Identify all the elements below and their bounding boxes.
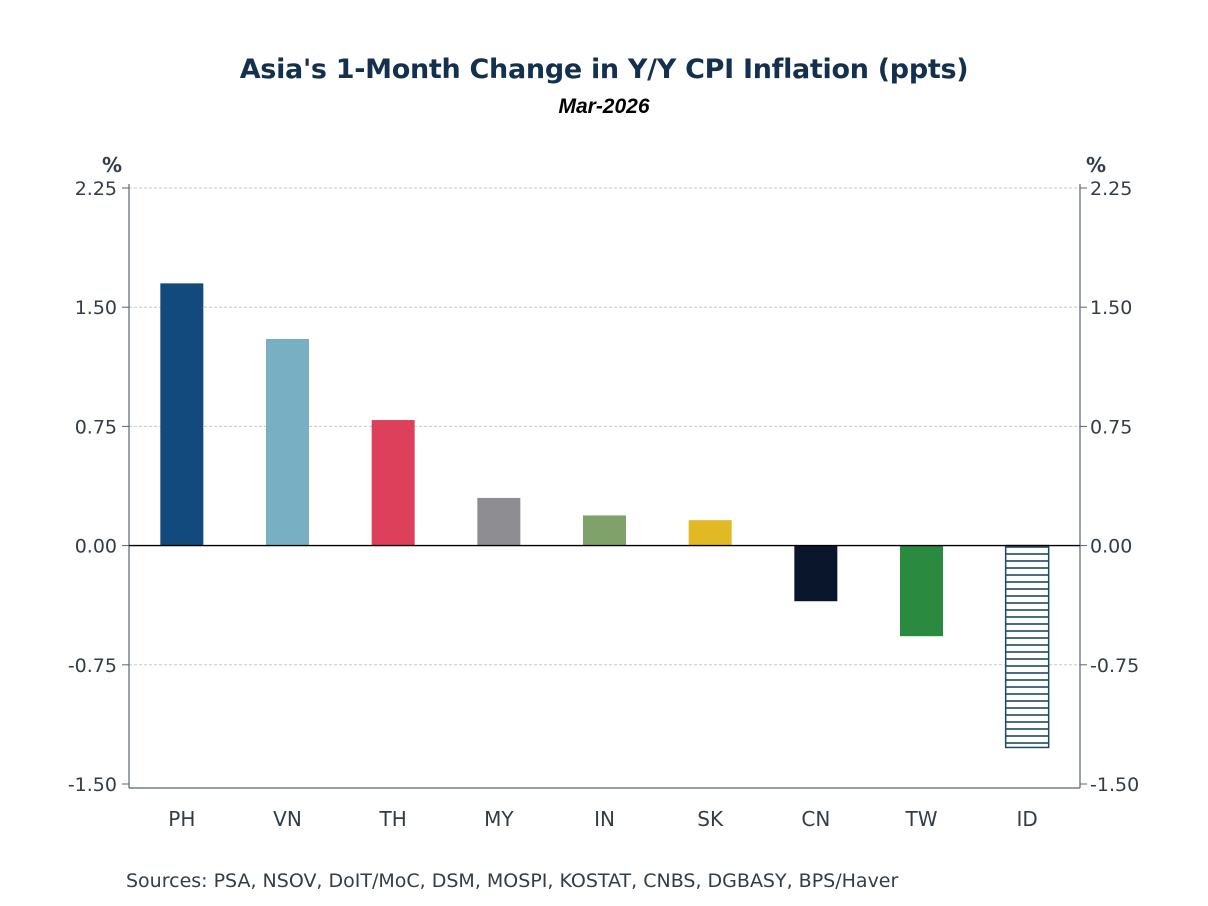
left-tick-label: -0.75 xyxy=(68,655,117,677)
bar-vn xyxy=(266,338,309,546)
bar-in xyxy=(583,515,626,546)
right-tick-label: 1.50 xyxy=(1090,297,1132,319)
right-tick-label: 2.25 xyxy=(1090,178,1132,200)
right-tick-label: 0.00 xyxy=(1090,536,1132,558)
bar-tw xyxy=(900,545,943,637)
left-tick-label: 2.25 xyxy=(75,178,117,200)
category-label: MY xyxy=(484,807,514,831)
axes xyxy=(122,184,1087,789)
gridlines xyxy=(129,187,1080,666)
category-label: TW xyxy=(905,807,938,831)
left-tick-label: 1.50 xyxy=(75,297,117,319)
bar-my xyxy=(477,497,521,546)
right-tick-label: -1.50 xyxy=(1090,774,1139,796)
source-note: Sources: PSA, NSOV, DoIT/MoC, DSM, MOSPI… xyxy=(126,870,899,892)
chart-title: Asia's 1-Month Change in Y/Y CPI Inflati… xyxy=(239,54,969,85)
category-label: VN xyxy=(273,807,302,831)
axis-labels: -1.50 -1.50 -0.75 -0.75 0.00 0.00 0.75 0.75 1.50… xyxy=(68,153,1139,831)
category-label: IN xyxy=(594,807,615,831)
left-unit-label: % xyxy=(102,153,122,177)
category-label: CN xyxy=(801,807,830,831)
left-tick-label: 0.75 xyxy=(75,416,117,438)
right-tick-label: -0.75 xyxy=(1090,655,1139,677)
bar-cn xyxy=(794,545,838,602)
category-label: PH xyxy=(168,807,195,831)
category-label: SK xyxy=(697,807,724,831)
bar-th xyxy=(371,420,415,546)
bar-sk xyxy=(688,520,732,546)
left-tick-label: 0.00 xyxy=(75,536,117,558)
category-label: ID xyxy=(1017,807,1038,831)
category-label: TH xyxy=(379,807,407,831)
right-tick-label: 0.75 xyxy=(1090,416,1132,438)
left-tick-label: -1.50 xyxy=(68,774,117,796)
bar-ph xyxy=(160,283,204,546)
bars xyxy=(160,283,1050,749)
chart-subtitle: Mar-2026 xyxy=(558,95,650,118)
right-unit-label: % xyxy=(1086,153,1106,177)
bar-id xyxy=(1004,544,1050,749)
